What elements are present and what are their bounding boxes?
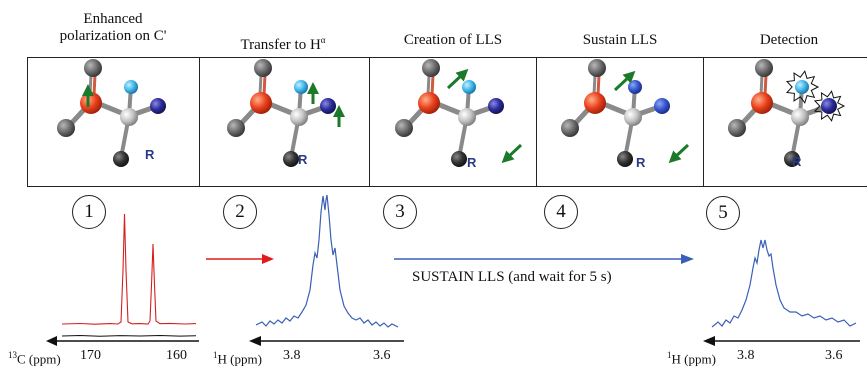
mol-2-oxygen-atom xyxy=(254,59,272,77)
mol-4-carbonyl-carbon-atom xyxy=(584,92,606,114)
mol-2-carbonyl-carbon-atom xyxy=(250,92,272,114)
r-label-3: R xyxy=(467,155,477,170)
r-label-4: R xyxy=(636,155,646,170)
mol-1-alpha-carbon-atom xyxy=(120,108,138,126)
mol-1-bond-o-c2 xyxy=(92,73,97,97)
step-4-title: Sustain LLS xyxy=(582,32,658,48)
mol-1-h-alpha-atom xyxy=(124,80,138,94)
mol-5-nitrogen-atom xyxy=(821,98,837,114)
h1-a-tick-3.8: 3.8 xyxy=(283,348,301,363)
h1-b-axis-unit: 1H (ppm) xyxy=(667,350,716,367)
mol-4-r-group-atom xyxy=(617,151,633,167)
mol-4-bond-o-c2 xyxy=(596,73,601,97)
mol-4-h-alpha-atom xyxy=(628,80,642,94)
c13-axis-unit: 13C (ppm) xyxy=(8,350,61,367)
h1-spectrum-b-trace xyxy=(711,239,857,328)
mol-5-r-group-atom xyxy=(784,151,800,167)
c13-tick-170: 170 xyxy=(80,348,101,363)
mol-4-arrow-up xyxy=(613,70,636,92)
c13-baseline-black xyxy=(61,334,197,337)
h1-b-axis-arrowhead xyxy=(703,336,715,346)
step-3-number: 3 xyxy=(383,195,417,229)
mol-3-bond-o-c xyxy=(426,73,431,97)
mol-3-h-alpha-atom xyxy=(462,80,476,94)
step-2-number: 2 xyxy=(223,195,257,229)
h1-b-tick-3.8: 3.8 xyxy=(737,348,755,363)
mol-5-h-burst xyxy=(785,70,820,104)
mol-4-arrow-down xyxy=(668,143,690,164)
mol-3-bond-o-c2 xyxy=(430,73,435,97)
mol-3-oxygen-atom xyxy=(422,59,440,77)
mol-2-bond-o-c xyxy=(258,73,263,97)
h1-b-tick-3.6: 3.6 xyxy=(825,348,843,363)
r-label-5: R xyxy=(792,154,802,169)
mol-1-oxygen-atom xyxy=(84,59,102,77)
mol-3-nitrogen-atom xyxy=(488,98,504,114)
mol-5-bond-o-c2 xyxy=(763,73,768,97)
step-2-title: Transfer to Hα xyxy=(240,35,326,53)
mol-3-arrow-up xyxy=(446,68,469,90)
mol-1-r-group-atom xyxy=(113,151,129,167)
panel-5 xyxy=(703,57,867,187)
mol-3-carbonyl-carbon-atom xyxy=(418,92,440,114)
c13-tick-160: 160 xyxy=(166,348,187,363)
mol-5-carbonyl-carbon-atom xyxy=(751,92,773,114)
h1-a-axis-unit: 1H (ppm) xyxy=(213,350,262,367)
h1-a-tick-3.6: 3.6 xyxy=(373,348,391,363)
mol-5-n-burst xyxy=(813,90,846,122)
r-label-1: R xyxy=(145,147,155,162)
mol-2-alpha-carbon-atom xyxy=(290,108,308,126)
r-label-2: R xyxy=(298,152,308,167)
mol-5-bond-o-c xyxy=(759,73,764,97)
h1-spectrum-a-trace xyxy=(255,194,399,328)
h1-a-axis-arrowhead xyxy=(249,336,261,346)
step-5-title: Detection xyxy=(759,32,819,48)
mol-3-r-group-atom xyxy=(451,151,467,167)
mol-2-h-alpha-atom xyxy=(294,80,308,94)
step-1-number: 1 xyxy=(72,195,106,229)
mol-3-arrow-down xyxy=(501,143,523,164)
step-3-title: Creation of LLS xyxy=(403,32,503,48)
mol-5-carbon-methyl-atom xyxy=(728,119,746,137)
mol-2-nitrogen-atom xyxy=(320,98,336,114)
mol-4-carbon-methyl-atom xyxy=(561,119,579,137)
sustain-arrow-head xyxy=(681,254,694,264)
mol-4-alpha-carbon-atom xyxy=(624,108,642,126)
mol-1-carbon-methyl-atom xyxy=(57,119,75,137)
mol-2-r-group-atom xyxy=(283,151,299,167)
mol-2-bond-o-c2 xyxy=(262,73,267,97)
mol-5-alpha-carbon-atom xyxy=(791,108,809,126)
sustain-caption: SUSTAIN LLS (and wait for 5 s) xyxy=(412,269,612,285)
mol-4-nitrogen-atom xyxy=(654,98,670,114)
mol-3-alpha-carbon-atom xyxy=(458,108,476,126)
mol-4-oxygen-atom xyxy=(588,59,606,77)
c13-axis-arrowhead xyxy=(46,336,57,346)
mol-1-nitrogen-atom xyxy=(150,98,166,114)
mol-2-carbon-methyl-atom xyxy=(227,119,245,137)
step-5-number: 5 xyxy=(706,196,740,230)
step-1-title: Enhanced polarization on C' xyxy=(59,11,167,44)
mol-4-bond-o-c xyxy=(592,73,597,97)
c13-spectrum-trace xyxy=(61,213,197,325)
mol-5-oxygen-atom xyxy=(755,59,773,77)
mol-3-carbon-methyl-atom xyxy=(395,119,413,137)
step-4-number: 4 xyxy=(544,195,578,229)
mol-5-h-alpha-atom xyxy=(795,80,809,94)
mol-1-carbonyl-carbon-atom xyxy=(80,92,102,114)
transfer-arrow-head xyxy=(262,254,274,264)
